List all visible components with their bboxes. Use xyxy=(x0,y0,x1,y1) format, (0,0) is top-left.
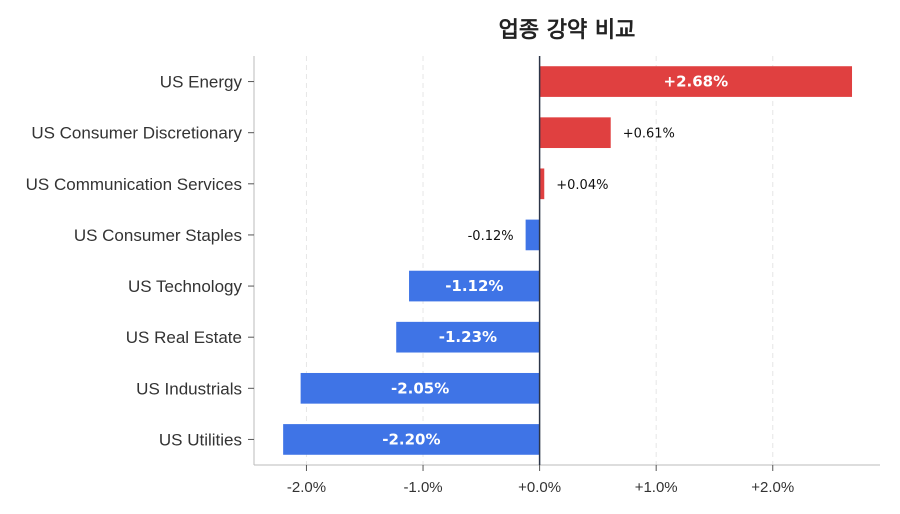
value-label: +0.04% xyxy=(556,178,608,193)
value-label: -2.05% xyxy=(391,379,449,397)
bar xyxy=(283,424,540,455)
bar xyxy=(539,66,853,97)
x-tick-label: -1.0% xyxy=(403,479,442,496)
x-tick-label: -2.0% xyxy=(287,479,326,496)
bar xyxy=(525,219,540,251)
bar xyxy=(409,270,540,302)
x-ticks: -2.0% -1.0% +0.0% +1.0% +2.0% xyxy=(287,465,794,496)
bar xyxy=(396,321,540,353)
category-label: US Energy xyxy=(160,73,243,92)
bar xyxy=(300,372,540,404)
category-label: US Real Estate xyxy=(126,328,242,347)
category-label: US Communication Services xyxy=(26,175,242,194)
bar xyxy=(539,117,611,149)
bars xyxy=(283,66,853,455)
x-tick-label: +0.0% xyxy=(518,479,561,496)
value-label: -1.12% xyxy=(445,277,503,295)
category-label: US Utilities xyxy=(159,430,242,449)
value-label: +2.68% xyxy=(664,73,729,91)
category-label: US Consumer Staples xyxy=(74,226,242,245)
category-label: US Industrials xyxy=(136,379,242,398)
value-label: -2.20% xyxy=(382,430,440,448)
value-label: -0.12% xyxy=(468,229,514,244)
x-tick-label: +2.0% xyxy=(751,479,794,496)
category-label: US Technology xyxy=(128,277,243,296)
value-label: -1.23% xyxy=(439,328,497,346)
axes xyxy=(253,56,880,466)
category-label: US Consumer Discretionary xyxy=(31,124,242,143)
x-tick-label: +1.0% xyxy=(635,479,678,496)
chart-title: 업종 강약 비교 xyxy=(499,18,636,43)
category-labels: US Energy US Consumer Discretionary US Com… xyxy=(26,73,254,449)
value-labels: +2.68% +0.61% +0.04% -0.12% -1.12% -1.23% -2.0… xyxy=(382,73,728,449)
bar xyxy=(539,168,545,200)
value-label: +0.61% xyxy=(623,127,675,142)
